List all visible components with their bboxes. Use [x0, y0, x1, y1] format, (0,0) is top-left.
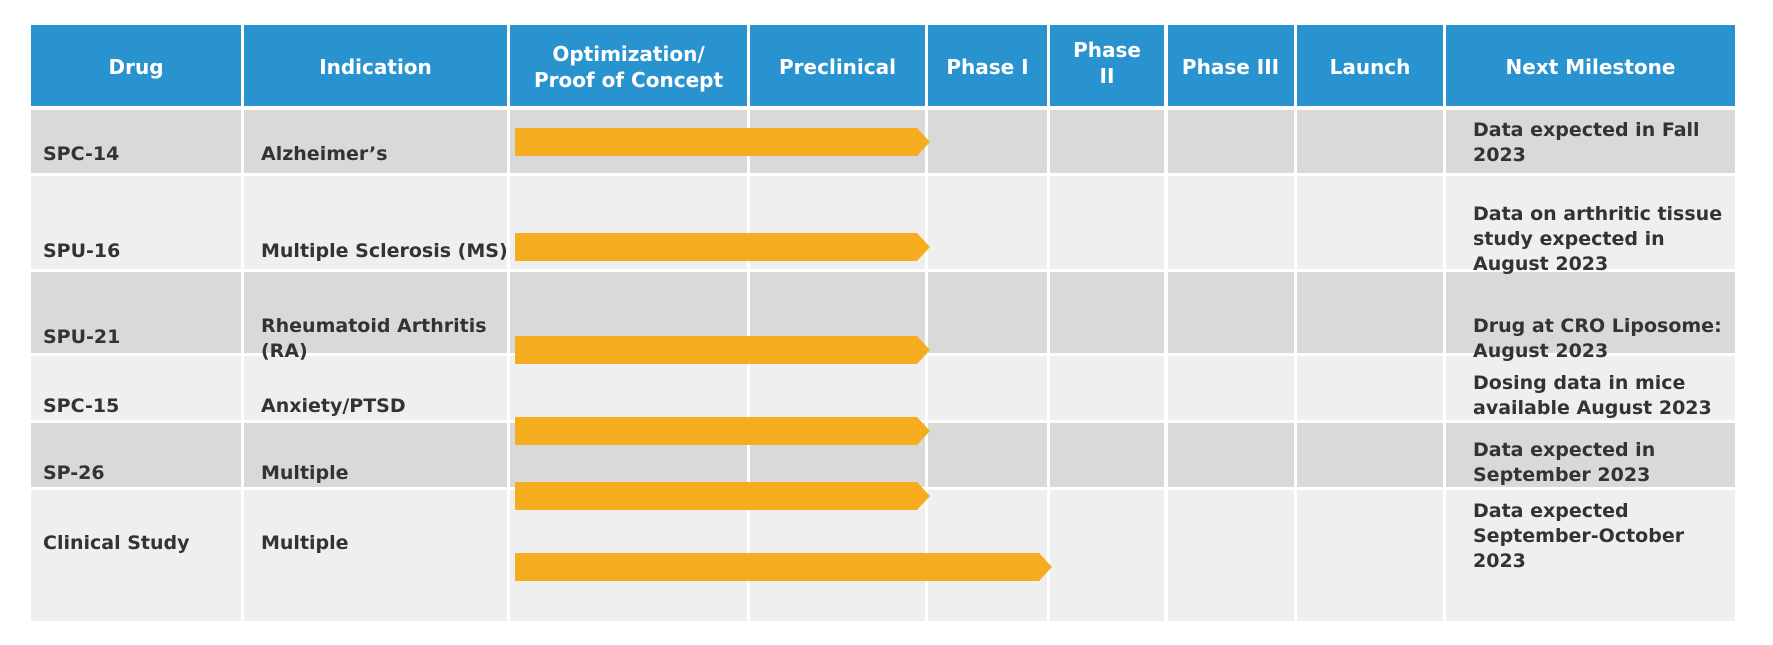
- column-divider: [1294, 25, 1297, 621]
- next-milestone: Data expected in September 2023: [1473, 439, 1656, 486]
- drug-name: SPC-14: [43, 143, 120, 165]
- column-divider: [1164, 25, 1168, 621]
- progress-bar: [515, 128, 930, 156]
- indication: Multiple Sclerosis (MS): [261, 240, 508, 262]
- next-milestone: Data expected September-October 2023: [1473, 500, 1685, 572]
- drug-name: SPC-15: [43, 395, 120, 417]
- next-milestone: Drug at CRO Liposome: August 2023: [1473, 315, 1722, 362]
- row-divider: [31, 106, 1735, 110]
- indication: Rheumatoid Arthritis (RA): [261, 315, 487, 362]
- header-next-milestone: Next Milestone: [1446, 25, 1735, 108]
- drug-name: SPU-21: [43, 326, 121, 348]
- indication: Anxiety/PTSD: [261, 395, 406, 417]
- row-background: [31, 355, 1735, 422]
- column-divider: [1047, 25, 1050, 621]
- progress-bar: [515, 482, 930, 510]
- column-divider: [241, 25, 244, 621]
- progress-bar: [515, 336, 930, 364]
- column-divider: [1443, 25, 1446, 621]
- header-indication: Indication: [244, 25, 507, 108]
- header-drug: Drug: [31, 25, 241, 108]
- indication: Multiple: [261, 462, 349, 484]
- indication: Alzheimer’s: [261, 143, 388, 165]
- row-divider: [31, 269, 1735, 272]
- column-divider: [747, 25, 750, 621]
- next-milestone: Data expected in Fall 2023: [1473, 119, 1700, 166]
- next-milestone: Data on arthritic tissue study expected …: [1473, 203, 1723, 275]
- column-divider: [925, 25, 928, 621]
- header-preclinical: Preclinical: [750, 25, 925, 108]
- row-divider: [31, 173, 1735, 176]
- progress-bar: [515, 233, 930, 261]
- indication: Multiple: [261, 532, 349, 554]
- header-optimization: Optimization/ Proof of Concept: [510, 25, 747, 108]
- progress-bar: [515, 553, 1052, 581]
- header-phase-2: Phase II: [1050, 25, 1164, 108]
- header-launch: Launch: [1297, 25, 1443, 108]
- header-phase-1: Phase I: [928, 25, 1047, 108]
- drug-name: Clinical Study: [43, 532, 190, 554]
- progress-bar: [515, 417, 930, 445]
- drug-name: SPU-16: [43, 240, 121, 262]
- column-divider: [507, 25, 510, 621]
- header-phase-3: Phase III: [1167, 25, 1294, 108]
- drug-name: SP-26: [43, 462, 105, 484]
- pipeline-table: Drug Indication Optimization/ Proof of C…: [31, 25, 1735, 621]
- next-milestone: Dosing data in mice available August 202…: [1473, 372, 1712, 419]
